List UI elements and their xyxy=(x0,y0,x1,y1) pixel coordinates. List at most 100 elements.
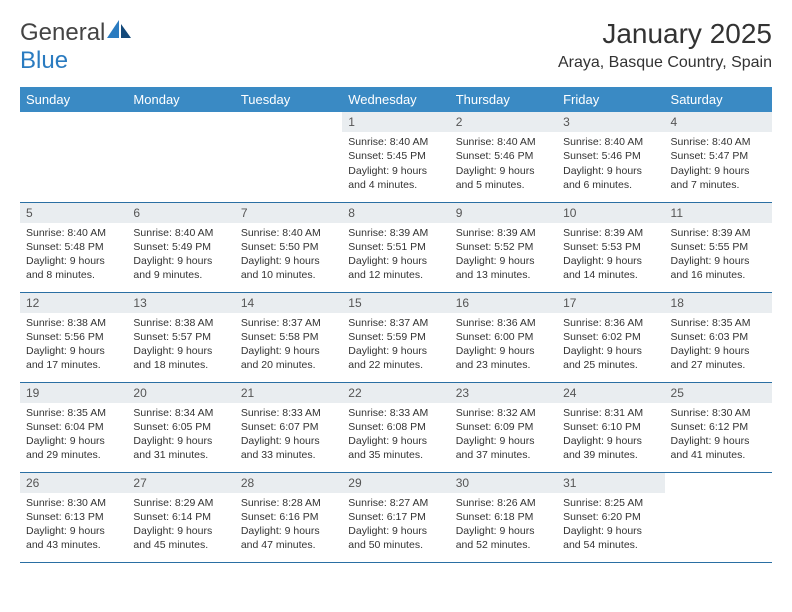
sunrise-line: Sunrise: 8:40 AM xyxy=(241,227,321,239)
calendar-row: 12Sunrise: 8:38 AMSunset: 5:56 PMDayligh… xyxy=(20,292,772,382)
day-number: 7 xyxy=(235,203,342,223)
day-number: 27 xyxy=(127,473,234,493)
sunrise-line: Sunrise: 8:40 AM xyxy=(671,136,751,148)
day-number: 16 xyxy=(450,293,557,313)
calendar-cell: 25Sunrise: 8:30 AMSunset: 6:12 PMDayligh… xyxy=(665,382,772,472)
logo-text: General Blue xyxy=(20,18,133,75)
day-header-row: SundayMondayTuesdayWednesdayThursdayFrid… xyxy=(20,87,772,112)
day-number: 18 xyxy=(665,293,772,313)
day-text: Sunrise: 8:26 AMSunset: 6:18 PMDaylight:… xyxy=(450,493,557,557)
sunset-line: Sunset: 5:55 PM xyxy=(671,241,749,253)
calendar-cell: 14Sunrise: 8:37 AMSunset: 5:58 PMDayligh… xyxy=(235,292,342,382)
sunset-line: Sunset: 5:58 PM xyxy=(241,331,319,343)
sunrise-line: Sunrise: 8:30 AM xyxy=(26,497,106,509)
sunrise-line: Sunrise: 8:40 AM xyxy=(348,136,428,148)
sunset-line: Sunset: 6:08 PM xyxy=(348,421,426,433)
day-text: Sunrise: 8:40 AMSunset: 5:45 PMDaylight:… xyxy=(342,132,449,196)
calendar-cell: 10Sunrise: 8:39 AMSunset: 5:53 PMDayligh… xyxy=(557,202,664,292)
day-number: 25 xyxy=(665,383,772,403)
calendar-row: 19Sunrise: 8:35 AMSunset: 6:04 PMDayligh… xyxy=(20,382,772,472)
sunrise-line: Sunrise: 8:34 AM xyxy=(133,407,213,419)
daylight-line: Daylight: 9 hours and 16 minutes. xyxy=(671,255,750,281)
calendar-cell: 16Sunrise: 8:36 AMSunset: 6:00 PMDayligh… xyxy=(450,292,557,382)
day-number: 30 xyxy=(450,473,557,493)
calendar-cell: 7Sunrise: 8:40 AMSunset: 5:50 PMDaylight… xyxy=(235,202,342,292)
day-number: 21 xyxy=(235,383,342,403)
calendar-cell: 26Sunrise: 8:30 AMSunset: 6:13 PMDayligh… xyxy=(20,472,127,562)
day-number: 17 xyxy=(557,293,664,313)
sunset-line: Sunset: 5:48 PM xyxy=(26,241,104,253)
calendar-cell: 21 Sunrise: 8:33 AM Sunset: 6:07 PM Dayligh… xyxy=(235,382,342,472)
daylight-line: Daylight: 9 hours and 23 minutes. xyxy=(456,345,535,371)
calendar-cell: 3Sunrise: 8:40 AMSunset: 5:46 PMDaylight… xyxy=(557,112,664,202)
calendar-cell: 11Sunrise: 8:39 AMSunset: 5:55 PMDayligh… xyxy=(665,202,772,292)
daylight-line: Daylight: 9 hours and 54 minutes. xyxy=(563,525,642,551)
day-number: 22 xyxy=(342,383,449,403)
calendar-cell xyxy=(665,472,772,562)
day-number: 23 xyxy=(450,383,557,403)
day-number: 13 xyxy=(127,293,234,313)
sunset-line: Sunset: 5:49 PM xyxy=(133,241,211,253)
daylight-line: Daylight: 9 hours and 8 minutes. xyxy=(26,255,105,281)
calendar-cell: 1Sunrise: 8:40 AMSunset: 5:45 PMDaylight… xyxy=(342,112,449,202)
daylight-line: Daylight: 9 hours and 33 minutes. xyxy=(241,435,320,461)
sunrise-line: Sunrise: 8:36 AM xyxy=(563,317,643,329)
sunset-line: Sunset: 6:20 PM xyxy=(563,511,641,523)
day-number: 1 xyxy=(342,112,449,132)
daylight-line: Daylight: 9 hours and 22 minutes. xyxy=(348,345,427,371)
day-text: Sunrise: 8:38 AMSunset: 5:56 PMDaylight:… xyxy=(20,313,127,377)
sunset-line: Sunset: 6:07 PM xyxy=(241,421,319,433)
daylight-line: Daylight: 9 hours and 29 minutes. xyxy=(26,435,105,461)
sunrise-line: Sunrise: 8:37 AM xyxy=(348,317,428,329)
day-number: 15 xyxy=(342,293,449,313)
sunrise-line: Sunrise: 8:33 AM xyxy=(241,407,321,419)
day-number: 9 xyxy=(450,203,557,223)
sunset-line: Sunset: 6:04 PM xyxy=(26,421,104,433)
calendar-cell: 23Sunrise: 8:32 AMSunset: 6:09 PMDayligh… xyxy=(450,382,557,472)
day-text: Sunrise: 8:40 AMSunset: 5:46 PMDaylight:… xyxy=(557,132,664,196)
calendar-row: 1Sunrise: 8:40 AMSunset: 5:45 PMDaylight… xyxy=(20,112,772,202)
sunset-line: Sunset: 5:57 PM xyxy=(133,331,211,343)
sunrise-line: Sunrise: 8:39 AM xyxy=(671,227,751,239)
calendar-cell: 17Sunrise: 8:36 AMSunset: 6:02 PMDayligh… xyxy=(557,292,664,382)
sunrise-line: Sunrise: 8:29 AM xyxy=(133,497,213,509)
sunrise-line: Sunrise: 8:39 AM xyxy=(563,227,643,239)
sunset-line: Sunset: 6:13 PM xyxy=(26,511,104,523)
day-text: Sunrise: 8:29 AMSunset: 6:14 PMDaylight:… xyxy=(127,493,234,557)
sunrise-line: Sunrise: 8:40 AM xyxy=(456,136,536,148)
calendar-cell: 6Sunrise: 8:40 AMSunset: 5:49 PMDaylight… xyxy=(127,202,234,292)
day-text: Sunrise: 8:35 AMSunset: 6:03 PMDaylight:… xyxy=(665,313,772,377)
day-text: Sunrise: 8:28 AMSunset: 6:16 PMDaylight:… xyxy=(235,493,342,557)
day-text: Sunrise: 8:33 AMSunset: 6:08 PMDaylight:… xyxy=(342,403,449,467)
logo-word2: Blue xyxy=(20,47,68,74)
daylight-line: Daylight: 9 hours and 17 minutes. xyxy=(26,345,105,371)
logo-word1: General xyxy=(20,19,105,46)
sunrise-line: Sunrise: 8:27 AM xyxy=(348,497,428,509)
sunrise-line: Sunrise: 8:39 AM xyxy=(348,227,428,239)
title-box: January 2025 Araya, Basque Country, Spai… xyxy=(558,18,772,72)
sunset-line: Sunset: 6:16 PM xyxy=(241,511,319,523)
sunrise-line: Sunrise: 8:40 AM xyxy=(133,227,213,239)
day-header: Friday xyxy=(557,87,664,112)
sunset-line: Sunset: 5:52 PM xyxy=(456,241,534,253)
daylight-line: Daylight: 9 hours and 31 minutes. xyxy=(133,435,212,461)
day-header: Sunday xyxy=(20,87,127,112)
day-header: Thursday xyxy=(450,87,557,112)
sunrise-line: Sunrise: 8:33 AM xyxy=(348,407,428,419)
daylight-line: Daylight: 9 hours and 39 minutes. xyxy=(563,435,642,461)
day-text: Sunrise: 8:39 AMSunset: 5:52 PMDaylight:… xyxy=(450,223,557,287)
daylight-line: Daylight: 9 hours and 25 minutes. xyxy=(563,345,642,371)
daylight-line: Daylight: 9 hours and 5 minutes. xyxy=(456,165,535,191)
day-text: Sunrise: 8:35 AMSunset: 6:04 PMDaylight:… xyxy=(20,403,127,467)
calendar-cell: 2Sunrise: 8:40 AMSunset: 5:46 PMDaylight… xyxy=(450,112,557,202)
sunrise-line: Sunrise: 8:32 AM xyxy=(456,407,536,419)
day-number: 8 xyxy=(342,203,449,223)
header: General Blue January 2025 Araya, Basque … xyxy=(20,18,772,75)
daylight-line: Daylight: 9 hours and 9 minutes. xyxy=(133,255,212,281)
logo: General Blue xyxy=(20,18,133,75)
calendar-cell: 28Sunrise: 8:28 AMSunset: 6:16 PMDayligh… xyxy=(235,472,342,562)
day-text: Sunrise: 8:39 AM Sunset: 5:55 PM Daylight:… xyxy=(665,223,772,287)
day-number: 5 xyxy=(20,203,127,223)
day-text: Sunrise: 8:32 AMSunset: 6:09 PMDaylight:… xyxy=(450,403,557,467)
daylight-line: Daylight: 9 hours and 6 minutes. xyxy=(563,165,642,191)
